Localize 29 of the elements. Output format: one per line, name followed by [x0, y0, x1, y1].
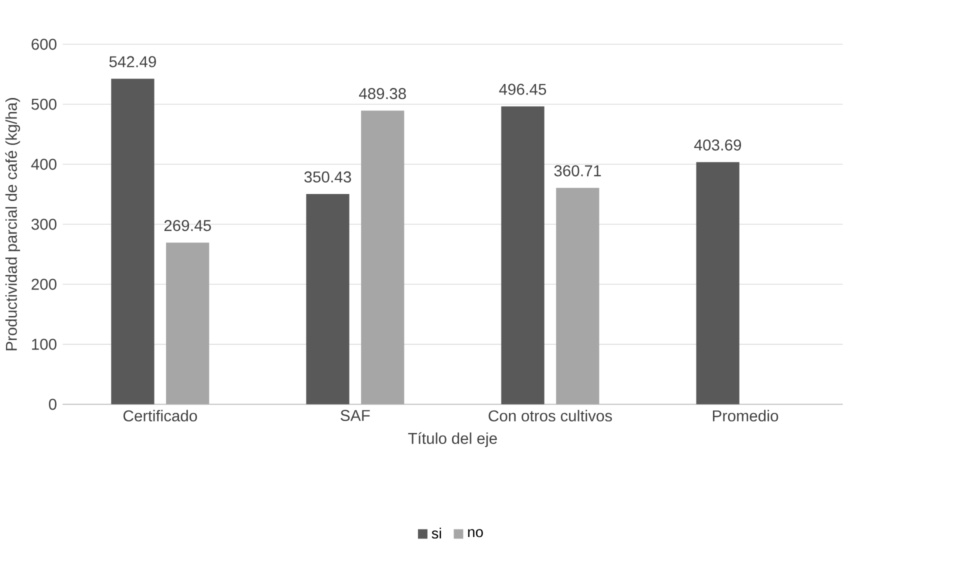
data-label: 489.38	[359, 88, 406, 100]
bar	[111, 79, 154, 405]
data-label: 360.71	[554, 165, 601, 177]
y-tick-label: 300	[31, 218, 56, 230]
bar	[306, 194, 350, 405]
data-label: 269.45	[164, 220, 211, 232]
x-tick-label: SAF	[340, 410, 370, 422]
y-tick-label: 600	[32, 38, 56, 50]
y-axis-title: Productividad parcial de café (kg/ha)	[5, 98, 20, 350]
x-tick-label: Con otros cultivos	[488, 410, 612, 422]
bar	[501, 106, 544, 405]
y-tick-label: 100	[32, 338, 56, 350]
data-label: 403.69	[694, 140, 742, 151]
x-tick-label: Promedio	[712, 410, 778, 422]
y-tick-label: 200	[32, 278, 56, 290]
bar	[556, 188, 600, 405]
bar	[361, 110, 404, 405]
legend-label: no	[468, 529, 483, 538]
y-tick-label: 500	[31, 98, 56, 110]
data-label: 350.43	[304, 172, 352, 183]
legend-label: si	[432, 528, 442, 539]
x-tick-label: Certificado	[123, 410, 197, 422]
x-axis-title: Título del eje	[408, 432, 497, 448]
bar	[696, 162, 740, 405]
data-label: 542.49	[109, 56, 156, 68]
y-tick-label: 400	[31, 158, 56, 170]
y-tick-label: 0	[48, 398, 56, 410]
data-label: 496.45	[499, 84, 546, 96]
bar	[166, 242, 210, 405]
